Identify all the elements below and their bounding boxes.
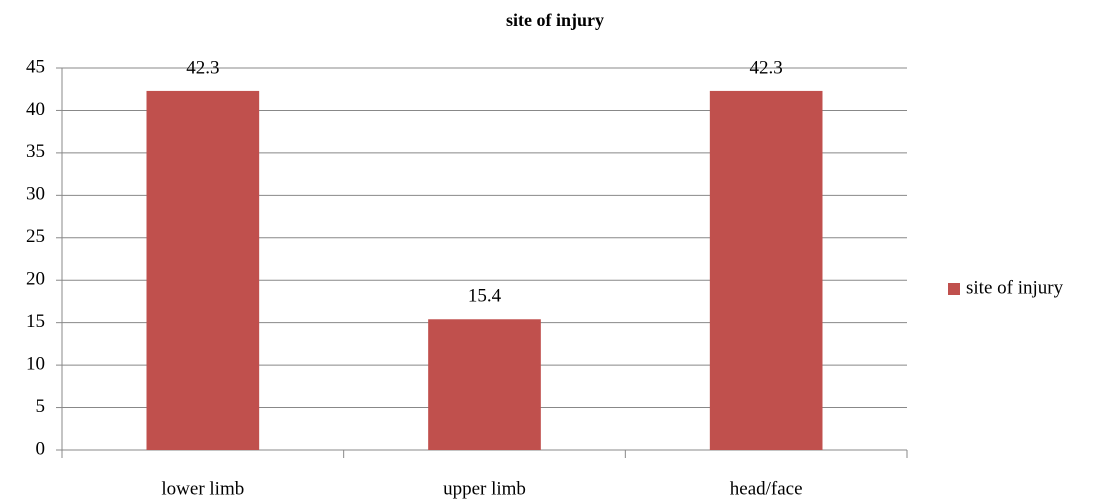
data-label: 42.3 (750, 57, 783, 78)
x-tick-label: head/face (730, 478, 803, 499)
chart-title: site of injury (506, 10, 604, 30)
bar (428, 319, 541, 450)
y-tick-label: 40 (26, 99, 45, 120)
data-label: 42.3 (186, 57, 219, 78)
y-tick-label: 10 (26, 353, 45, 374)
y-tick-label: 5 (36, 396, 46, 417)
y-tick-label: 45 (26, 56, 45, 77)
y-tick-label: 35 (26, 141, 45, 162)
bar (146, 90, 260, 451)
x-tick-label: upper limb (443, 478, 526, 499)
legend-label: site of injury (966, 277, 1064, 298)
y-tick-label: 30 (26, 184, 45, 205)
y-tick-label: 20 (26, 269, 45, 290)
y-tick-label: 15 (26, 311, 45, 332)
y-tick-label: 25 (26, 226, 45, 247)
legend-swatch (948, 283, 960, 295)
data-label: 15.4 (468, 286, 502, 307)
y-tick-label: 0 (36, 438, 46, 459)
x-tick-label: lower limb (161, 478, 244, 499)
bar (709, 90, 823, 451)
